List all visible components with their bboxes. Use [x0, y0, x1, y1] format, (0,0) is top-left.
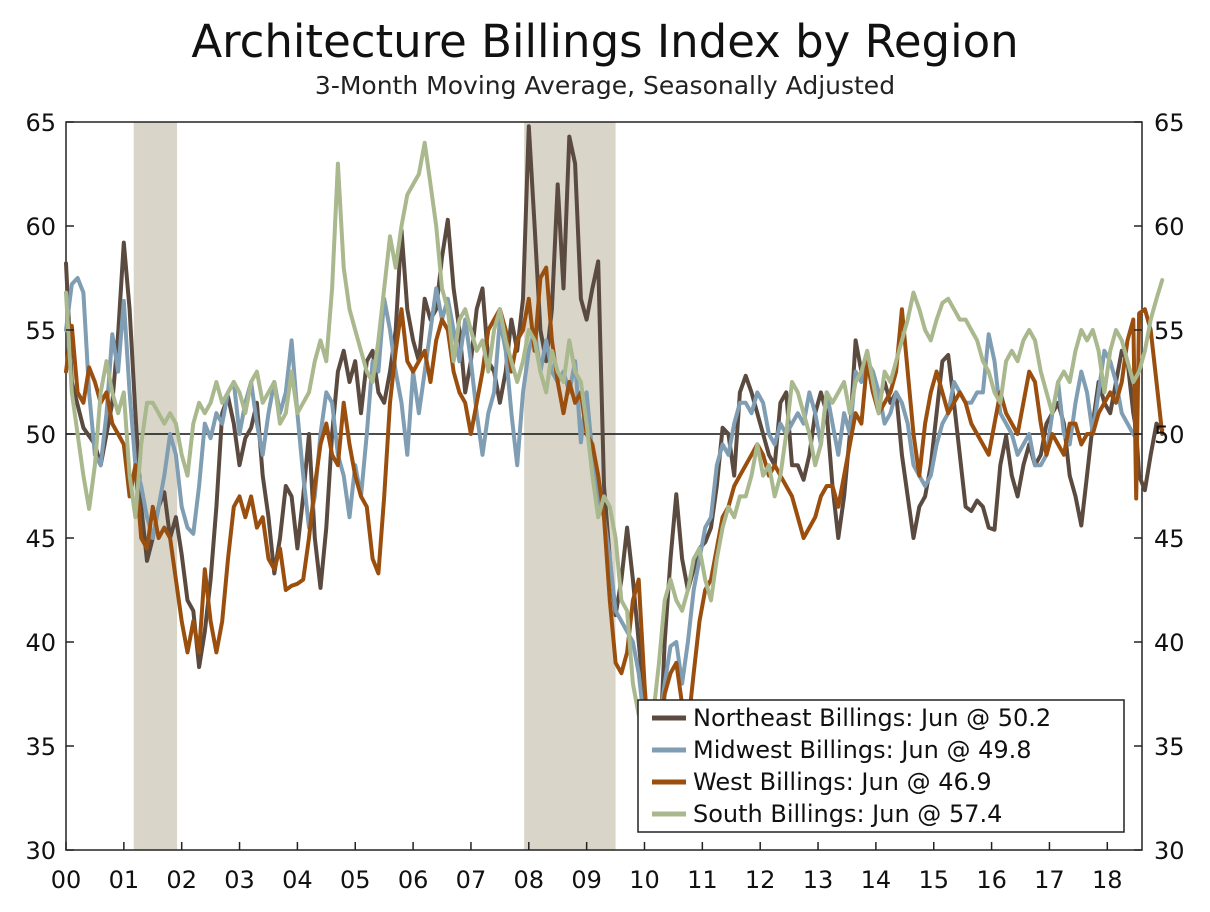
- x-tick-label: 14: [861, 866, 892, 894]
- recession-bar-1: [524, 122, 616, 850]
- y-tick-label-left: 40: [25, 629, 56, 657]
- x-tick-label: 01: [109, 866, 140, 894]
- x-tick-label: 05: [340, 866, 371, 894]
- x-tick-label: 07: [456, 866, 487, 894]
- x-tick-label: 11: [687, 866, 718, 894]
- x-tick-label: 13: [803, 866, 834, 894]
- legend: Northeast Billings: Jun @ 50.2 Midwest Bi…: [637, 699, 1125, 833]
- y-tick-label-right: 65: [1154, 109, 1185, 137]
- x-tick-label: 09: [571, 866, 602, 894]
- series-lines: [64, 124, 1165, 823]
- x-tick-label: 04: [282, 866, 313, 894]
- legend-box: [637, 699, 1125, 833]
- y-tick-label-left: 55: [25, 317, 56, 345]
- series-line-3: [64, 140, 1165, 763]
- x-tick-label: 08: [514, 866, 545, 894]
- x-tick-label: 03: [224, 866, 255, 894]
- y-tick-label-right: 60: [1154, 213, 1185, 241]
- x-tick-label: 00: [51, 866, 82, 894]
- y-tick-label-left: 30: [25, 837, 56, 865]
- x-tick-label: 18: [1092, 866, 1123, 894]
- x-tick-label: 16: [976, 866, 1007, 894]
- chart-title: Architecture Billings Index by Region: [191, 15, 1019, 68]
- y-tick-label-left: 45: [25, 525, 56, 553]
- series-line-2: [64, 265, 1165, 748]
- x-tick-label: 02: [166, 866, 197, 894]
- series-line-0: [64, 124, 1165, 823]
- legend-label-3: South Billings: Jun @ 57.4: [693, 800, 1002, 828]
- y-tick-label-left: 35: [25, 733, 56, 761]
- y-tick-label-left: 50: [25, 421, 56, 449]
- y-tick-label-right: 55: [1154, 317, 1185, 345]
- y-tick-label-right: 50: [1154, 421, 1185, 449]
- y-tick-label-left: 60: [25, 213, 56, 241]
- x-tick-label: 06: [398, 866, 429, 894]
- y-tick-label-right: 35: [1154, 733, 1185, 761]
- y-tick-label-right: 45: [1154, 525, 1185, 553]
- x-tick-label: 10: [629, 866, 660, 894]
- x-tick-label: 15: [918, 866, 949, 894]
- recession-shading: [133, 122, 616, 850]
- legend-label-2: West Billings: Jun @ 46.9: [693, 768, 992, 796]
- y-tick-label-left: 65: [25, 109, 56, 137]
- x-tick-label: 17: [1034, 866, 1065, 894]
- legend-label-0: Northeast Billings: Jun @ 50.2: [693, 704, 1051, 732]
- y-tick-label-right: 30: [1154, 837, 1185, 865]
- chart-subtitle: 3-Month Moving Average, Seasonally Adjus…: [314, 71, 896, 100]
- x-tick-label: 12: [745, 866, 776, 894]
- legend-label-1: Midwest Billings: Jun @ 49.8: [693, 736, 1032, 764]
- y-tick-label-right: 40: [1154, 629, 1185, 657]
- axes: 30 30 35 35 40 40 45 45 50 50 55 55 60 60 65 65 00 01 02 03…: [25, 109, 1184, 894]
